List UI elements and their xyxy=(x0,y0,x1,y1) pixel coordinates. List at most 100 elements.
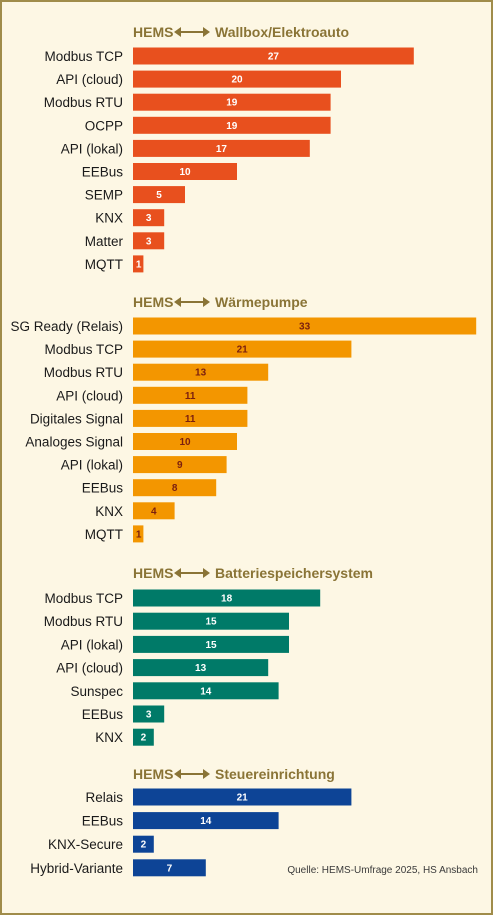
bar xyxy=(133,232,165,250)
bar-row: Relais 21 xyxy=(85,788,352,806)
bar-row: API (cloud) 20 xyxy=(56,70,341,88)
bar xyxy=(133,525,144,543)
bar-row: EEBus 10 xyxy=(82,163,237,180)
category-label: KNX xyxy=(95,504,123,519)
panel-title-left: HEMS xyxy=(133,766,173,782)
bar xyxy=(133,255,144,273)
category-label: EEBus xyxy=(82,707,124,722)
panel-4: HEMS Steuereinrichtung Relais 21 EEBus 14 KNX-… xyxy=(30,766,352,877)
value-label: 9 xyxy=(177,460,183,471)
value-label: 11 xyxy=(185,414,196,425)
bar xyxy=(133,93,331,111)
category-label: API (lokal) xyxy=(61,141,123,156)
value-label: 8 xyxy=(172,483,178,494)
panel-1: HEMS Wallbox/Elektroauto Modbus TCP 27 API (… xyxy=(44,24,414,273)
category-label: KNX xyxy=(95,730,123,745)
bar xyxy=(133,859,206,877)
value-label: 19 xyxy=(226,121,238,132)
panel-title-left: HEMS xyxy=(133,24,173,40)
category-label: Modbus RTU xyxy=(44,95,123,110)
bar xyxy=(133,209,165,227)
bar xyxy=(133,612,289,630)
double-arrow-icon xyxy=(174,769,210,779)
bar xyxy=(133,589,321,607)
value-label: 18 xyxy=(221,594,233,605)
bar xyxy=(133,682,279,700)
bar-row: SEMP 5 xyxy=(85,186,185,204)
bar xyxy=(133,47,414,65)
bar xyxy=(133,340,352,358)
bar xyxy=(133,139,310,157)
panel-title-right: Batteriespeichersystem xyxy=(215,565,373,581)
category-label: KNX-Secure xyxy=(48,837,123,852)
bar-row: KNX 3 xyxy=(95,209,165,227)
value-label: 20 xyxy=(231,75,243,86)
bar-row: API (lokal) 9 xyxy=(61,456,227,474)
value-label: 33 xyxy=(299,322,311,333)
bar-row: API (lokal) 15 xyxy=(61,635,289,653)
category-label: Sunspec xyxy=(70,684,123,699)
bar xyxy=(133,433,237,450)
category-label: Analoges Signal xyxy=(25,435,123,450)
category-label: Matter xyxy=(85,234,124,249)
value-label: 11 xyxy=(185,391,196,402)
category-label: API (cloud) xyxy=(56,72,123,87)
bar-row: EEBus 8 xyxy=(82,479,217,497)
value-label: 3 xyxy=(146,236,152,247)
bar xyxy=(133,659,269,677)
category-label: Modbus TCP xyxy=(44,591,123,606)
bar-row: Analoges Signal 10 xyxy=(25,433,237,450)
category-label: API (lokal) xyxy=(61,637,123,652)
value-label: 1 xyxy=(136,529,142,540)
bar-row: API (cloud) 13 xyxy=(56,659,269,677)
value-label: 27 xyxy=(268,52,280,63)
category-label: API (lokal) xyxy=(61,458,123,473)
category-label: SEMP xyxy=(85,188,123,203)
value-label: 14 xyxy=(200,816,212,827)
bar-row: EEBus 3 xyxy=(82,705,165,723)
bar-row: Modbus TCP 18 xyxy=(44,589,321,607)
bar xyxy=(133,812,279,830)
category-label: Relais xyxy=(85,790,123,805)
category-label: Hybrid-Variante xyxy=(30,861,123,876)
bar xyxy=(133,728,154,746)
bar-row: Sunspec 14 xyxy=(70,682,279,700)
bar-row: KNX-Secure 2 xyxy=(48,835,154,853)
category-label: EEBus xyxy=(82,481,124,496)
source-note: Quelle: HEMS-Umfrage 2025, HS Ansbach xyxy=(287,865,478,876)
bar-row: Modbus RTU 15 xyxy=(44,612,289,630)
value-label: 2 xyxy=(141,733,147,744)
category-label: Modbus RTU xyxy=(44,614,123,629)
category-label: SG Ready (Relais) xyxy=(10,319,123,334)
bar-row: EEBus 14 xyxy=(82,812,279,830)
category-label: EEBus xyxy=(82,165,124,180)
value-label: 3 xyxy=(146,710,152,721)
bar-row: KNX 2 xyxy=(95,728,154,746)
bar xyxy=(133,186,185,204)
bar-row: Modbus RTU 19 xyxy=(44,93,331,111)
value-label: 14 xyxy=(200,686,212,697)
bar-row: Modbus TCP 27 xyxy=(44,47,414,65)
value-label: 21 xyxy=(237,793,249,804)
panel-title-right: Wallbox/Elektroauto xyxy=(215,24,349,40)
bar-row: API (cloud) 11 xyxy=(56,386,248,404)
bar xyxy=(133,502,175,520)
category-label: MQTT xyxy=(85,257,123,272)
panel-title-left: HEMS xyxy=(133,565,173,581)
bar xyxy=(133,116,331,134)
category-label: MQTT xyxy=(85,527,123,542)
value-label: 15 xyxy=(205,617,217,628)
category-label: KNX xyxy=(95,211,123,226)
value-label: 10 xyxy=(179,437,191,448)
bar-row: KNX 4 xyxy=(95,502,175,520)
value-label: 10 xyxy=(179,167,191,178)
value-label: 15 xyxy=(205,640,217,651)
category-label: API (cloud) xyxy=(56,661,123,676)
panel-title-right: Steuereinrichtung xyxy=(215,766,335,782)
bar-row: MQTT 1 xyxy=(85,525,144,543)
bar xyxy=(133,456,227,474)
value-label: 21 xyxy=(237,345,249,356)
double-arrow-icon xyxy=(174,297,210,307)
